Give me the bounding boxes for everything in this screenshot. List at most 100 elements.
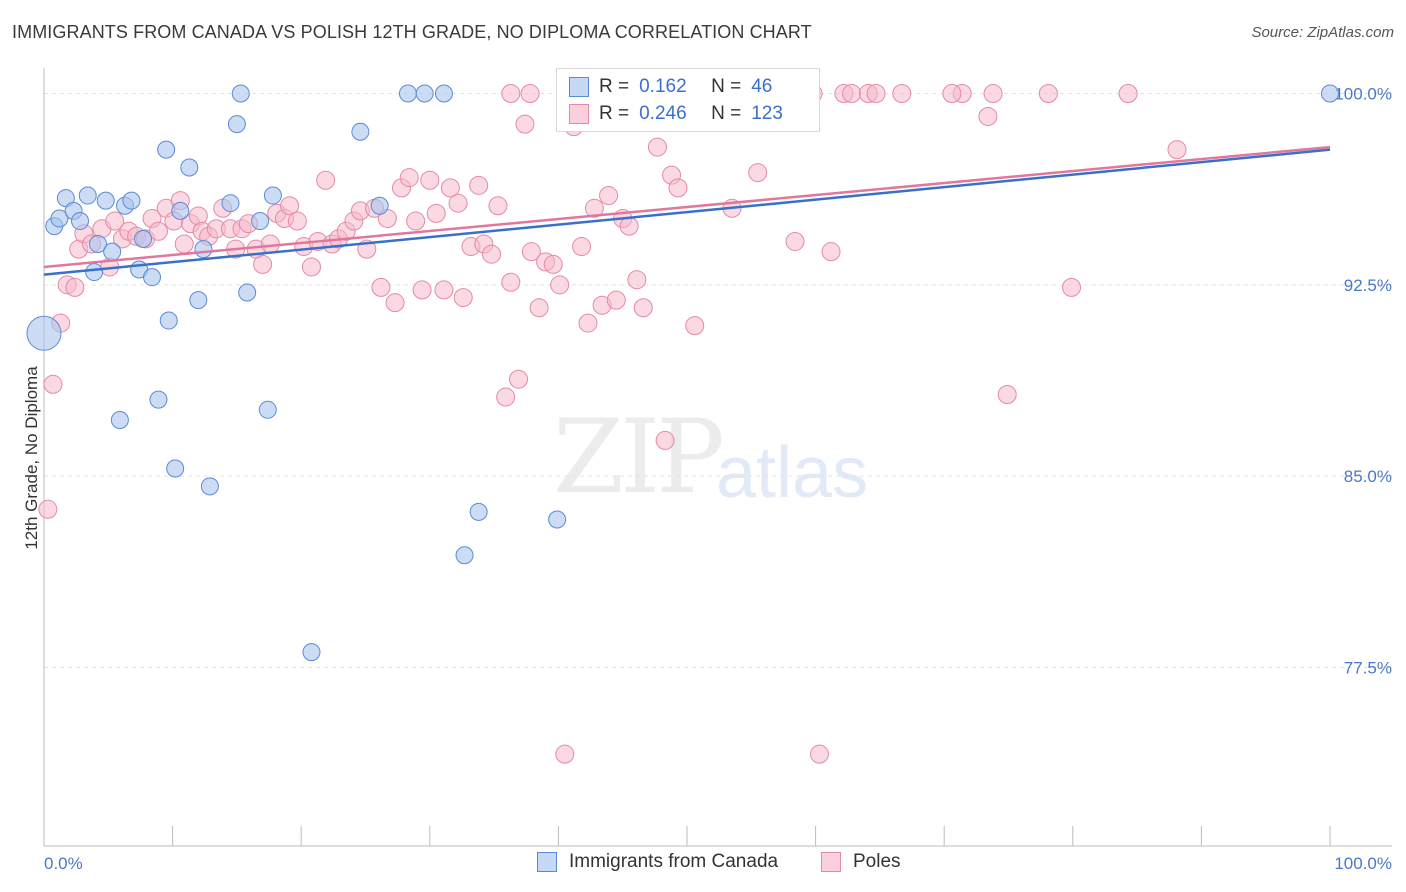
- poles-point: [399, 168, 419, 188]
- poles-point: [406, 211, 426, 231]
- poles-point: [821, 242, 841, 262]
- canada-point: [263, 186, 282, 205]
- y-tick-label: 92.5%: [1344, 276, 1392, 295]
- poles-point: [668, 178, 688, 198]
- legend-item-canada[interactable]: Immigrants from Canada: [537, 851, 778, 873]
- poles-point: [842, 84, 862, 104]
- poles-point: [521, 242, 541, 262]
- poles-point: [520, 84, 540, 104]
- canada-point: [351, 122, 370, 141]
- poles-point: [488, 196, 508, 216]
- poles-point: [997, 385, 1017, 405]
- poles-point: [496, 387, 516, 407]
- legend-r-value: 0.246: [639, 103, 687, 124]
- chart-title: IMMIGRANTS FROM CANADA VS POLISH 12TH GR…: [12, 22, 812, 42]
- poles-point: [515, 114, 535, 134]
- poles-point: [785, 231, 805, 251]
- poles-point: [543, 254, 563, 274]
- poles-point: [978, 106, 998, 126]
- canada-point: [302, 643, 321, 662]
- x-tick-label-0: 0.0%: [44, 854, 83, 873]
- poles-point: [685, 316, 705, 336]
- poles-point: [1167, 140, 1187, 160]
- poles-point: [448, 193, 468, 213]
- legend-label-poles: Poles: [853, 851, 901, 872]
- canada-point: [71, 212, 90, 231]
- poles-point: [316, 170, 336, 190]
- poles-point: [509, 369, 529, 389]
- poles-point: [420, 170, 440, 190]
- poles-point: [43, 374, 63, 394]
- poles-point: [619, 216, 639, 236]
- poles-point: [633, 298, 653, 318]
- canada-point: [171, 201, 190, 220]
- poles-point: [942, 84, 962, 104]
- x-axis-ticks: [43, 826, 1331, 846]
- poles-point: [260, 234, 280, 254]
- poles-point: [529, 298, 549, 318]
- poles-point: [866, 84, 886, 104]
- canada-point: [149, 390, 168, 409]
- legend-n-label: N =: [711, 103, 742, 124]
- poles-point: [287, 211, 307, 231]
- poles-point: [65, 277, 85, 297]
- poles-point: [412, 280, 432, 300]
- canada-point: [134, 229, 153, 248]
- legend-n-label: N =: [711, 76, 742, 97]
- legend-n-value: 46: [751, 76, 773, 97]
- canada-point: [122, 191, 141, 210]
- poles-point: [584, 198, 604, 218]
- gridlines: [44, 93, 1392, 668]
- poles-point: [482, 244, 502, 264]
- canada-point: [103, 242, 122, 261]
- canada-legend-swatch: [537, 852, 557, 872]
- canada-point: [157, 140, 176, 159]
- poles-trend-line: [43, 145, 1331, 269]
- canada-swatch: [569, 77, 589, 97]
- poles-point: [555, 744, 575, 764]
- y-axis-title: 12th Grade, No Diploma: [22, 366, 41, 550]
- poles-point: [426, 203, 446, 223]
- legend-item-poles[interactable]: Poles: [821, 851, 901, 873]
- canada-point: [469, 502, 488, 521]
- legend-row-poles: R = 0.246 N = 123: [569, 102, 783, 126]
- poles-point: [1062, 277, 1082, 297]
- poles-swatch: [569, 104, 589, 124]
- poles-point: [647, 137, 667, 157]
- poles-point: [469, 175, 489, 195]
- poles-point: [655, 430, 675, 450]
- canada-point: [251, 212, 270, 231]
- stats-legend: R = 0.162 N = 46 R = 0.246 N = 123: [556, 68, 820, 132]
- source-credit: Source: ZipAtlas.com: [1251, 24, 1394, 41]
- poles-point: [385, 293, 405, 313]
- poles-point: [371, 277, 391, 297]
- poles-point: [627, 270, 647, 290]
- series-legend: Immigrants from Canada Poles: [0, 851, 1406, 877]
- legend-r-value: 0.162: [639, 76, 687, 97]
- canada-point: [143, 268, 162, 287]
- poles-point: [983, 84, 1003, 104]
- canada-point: [26, 315, 62, 351]
- poles-point: [599, 186, 619, 206]
- poles-point: [1038, 84, 1058, 104]
- poles-legend-swatch: [821, 852, 841, 872]
- canada-point: [227, 115, 246, 134]
- canada-point: [238, 283, 257, 302]
- poles-point: [748, 163, 768, 183]
- canada-point: [1321, 84, 1339, 103]
- canada-point: [96, 191, 115, 210]
- poles-point: [301, 257, 321, 277]
- canada-point: [415, 84, 434, 103]
- legend-n-value: 123: [751, 103, 783, 124]
- poles-point: [434, 280, 454, 300]
- canada-point: [221, 194, 240, 213]
- canada-point: [370, 196, 389, 215]
- poles-point: [501, 84, 521, 104]
- canada-trend-line: [43, 148, 1331, 276]
- poles-point: [501, 272, 521, 292]
- canada-point: [200, 477, 219, 496]
- poles-point: [892, 84, 912, 104]
- poles-point: [453, 288, 473, 308]
- poles-points: [38, 84, 1187, 764]
